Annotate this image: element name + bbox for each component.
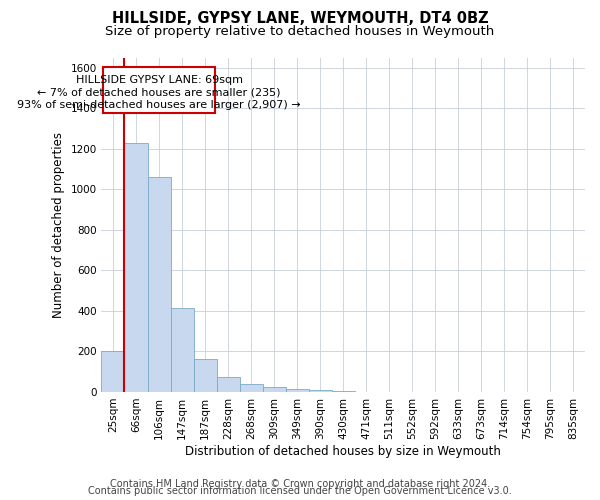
Bar xyxy=(308,390,332,392)
X-axis label: Distribution of detached houses by size in Weymouth: Distribution of detached houses by size … xyxy=(185,444,501,458)
Y-axis label: Number of detached properties: Number of detached properties xyxy=(52,132,65,318)
Bar xyxy=(170,308,194,392)
Text: ← 7% of detached houses are smaller (235): ← 7% of detached houses are smaller (235… xyxy=(37,88,281,98)
Text: Contains HM Land Registry data © Crown copyright and database right 2024.: Contains HM Land Registry data © Crown c… xyxy=(110,479,490,489)
Text: HILLSIDE GYPSY LANE: 69sqm: HILLSIDE GYPSY LANE: 69sqm xyxy=(76,74,242,85)
Bar xyxy=(332,391,355,392)
Text: Size of property relative to detached houses in Weymouth: Size of property relative to detached ho… xyxy=(106,25,494,38)
Bar xyxy=(148,177,170,392)
Bar xyxy=(217,377,239,392)
FancyBboxPatch shape xyxy=(103,66,215,113)
Bar xyxy=(263,388,286,392)
Text: HILLSIDE, GYPSY LANE, WEYMOUTH, DT4 0BZ: HILLSIDE, GYPSY LANE, WEYMOUTH, DT4 0BZ xyxy=(112,11,488,26)
Bar xyxy=(239,384,263,392)
Bar xyxy=(101,352,124,392)
Text: 93% of semi-detached houses are larger (2,907) →: 93% of semi-detached houses are larger (… xyxy=(17,100,301,110)
Bar xyxy=(194,358,217,392)
Bar xyxy=(124,142,148,392)
Text: Contains public sector information licensed under the Open Government Licence v3: Contains public sector information licen… xyxy=(88,486,512,496)
Bar xyxy=(286,389,308,392)
